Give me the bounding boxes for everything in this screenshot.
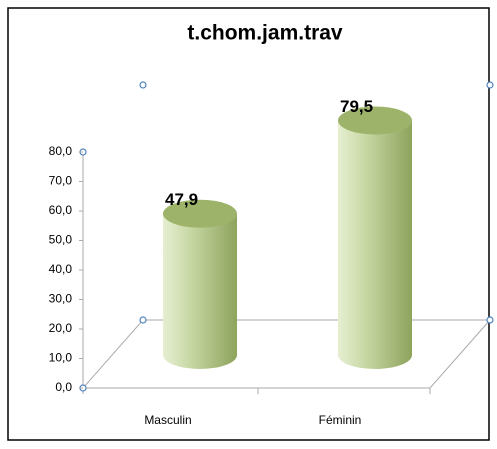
bar-body	[163, 213, 237, 355]
bar	[338, 106, 412, 369]
y-tick-label: 80,0	[49, 144, 73, 158]
value-label: 47,9	[165, 190, 198, 209]
chart-title: t.chom.jam.trav	[187, 22, 343, 45]
y-tick-label: 10,0	[49, 351, 73, 365]
bar-body	[338, 120, 412, 355]
y-tick-label: 20,0	[49, 321, 73, 335]
y-tick-label: 70,0	[49, 174, 73, 188]
bar-top	[163, 199, 237, 228]
x-tick-label: Masculin	[144, 413, 191, 427]
value-label: 79,5	[340, 97, 373, 116]
y-tick-label: 40,0	[49, 262, 73, 276]
bar-top	[338, 106, 412, 135]
y-tick-label: 0,0	[55, 380, 72, 394]
y-tick-label: 60,0	[49, 203, 73, 217]
chart-border	[7, 7, 490, 441]
y-tick-label: 30,0	[49, 292, 73, 306]
y-tick-label: 50,0	[49, 233, 73, 247]
bar	[163, 199, 237, 369]
x-tick-label: Féminin	[319, 413, 362, 427]
